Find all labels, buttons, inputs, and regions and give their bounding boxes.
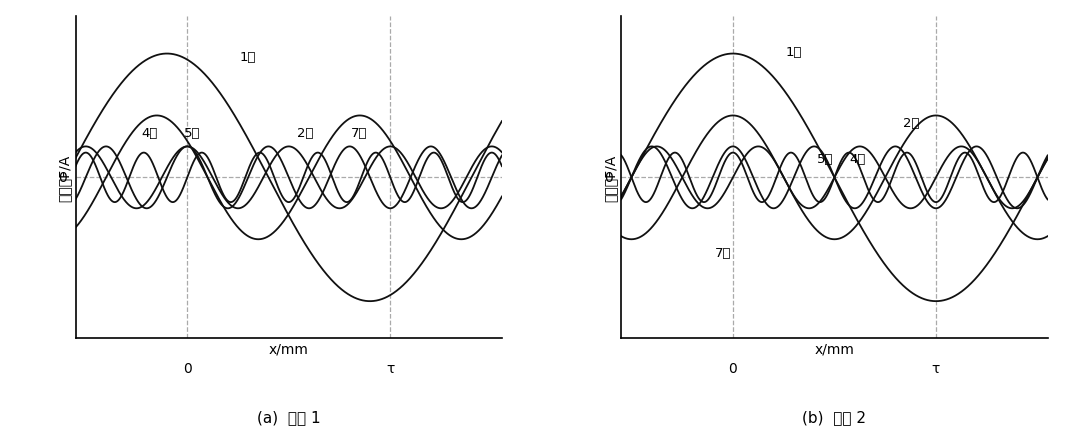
Text: (b)  线圈 2: (b) 线圈 2 [802,409,866,424]
Text: τ: τ [387,361,394,375]
Text: 1次: 1次 [240,51,256,64]
Text: 2次: 2次 [903,117,919,130]
Text: 0: 0 [604,171,612,185]
Text: 5次: 5次 [185,126,201,139]
Text: 2次: 2次 [297,126,314,139]
Text: 0: 0 [729,361,738,375]
Text: 7次: 7次 [715,247,731,260]
Text: 0: 0 [58,171,67,185]
Text: 4次: 4次 [141,126,158,139]
Y-axis label: 磁动势F/A: 磁动势F/A [603,155,617,201]
X-axis label: x/mm: x/mm [814,341,854,355]
Text: 4次: 4次 [849,152,866,165]
Y-axis label: 磁动势F/A: 磁动势F/A [57,155,71,201]
Text: (a)  线圈 1: (a) 线圈 1 [257,409,321,424]
Text: 7次: 7次 [351,126,367,139]
Text: 5次: 5次 [818,152,834,165]
Text: τ: τ [932,361,940,375]
X-axis label: x/mm: x/mm [269,341,309,355]
Text: 1次: 1次 [785,46,802,59]
Text: 0: 0 [183,361,191,375]
